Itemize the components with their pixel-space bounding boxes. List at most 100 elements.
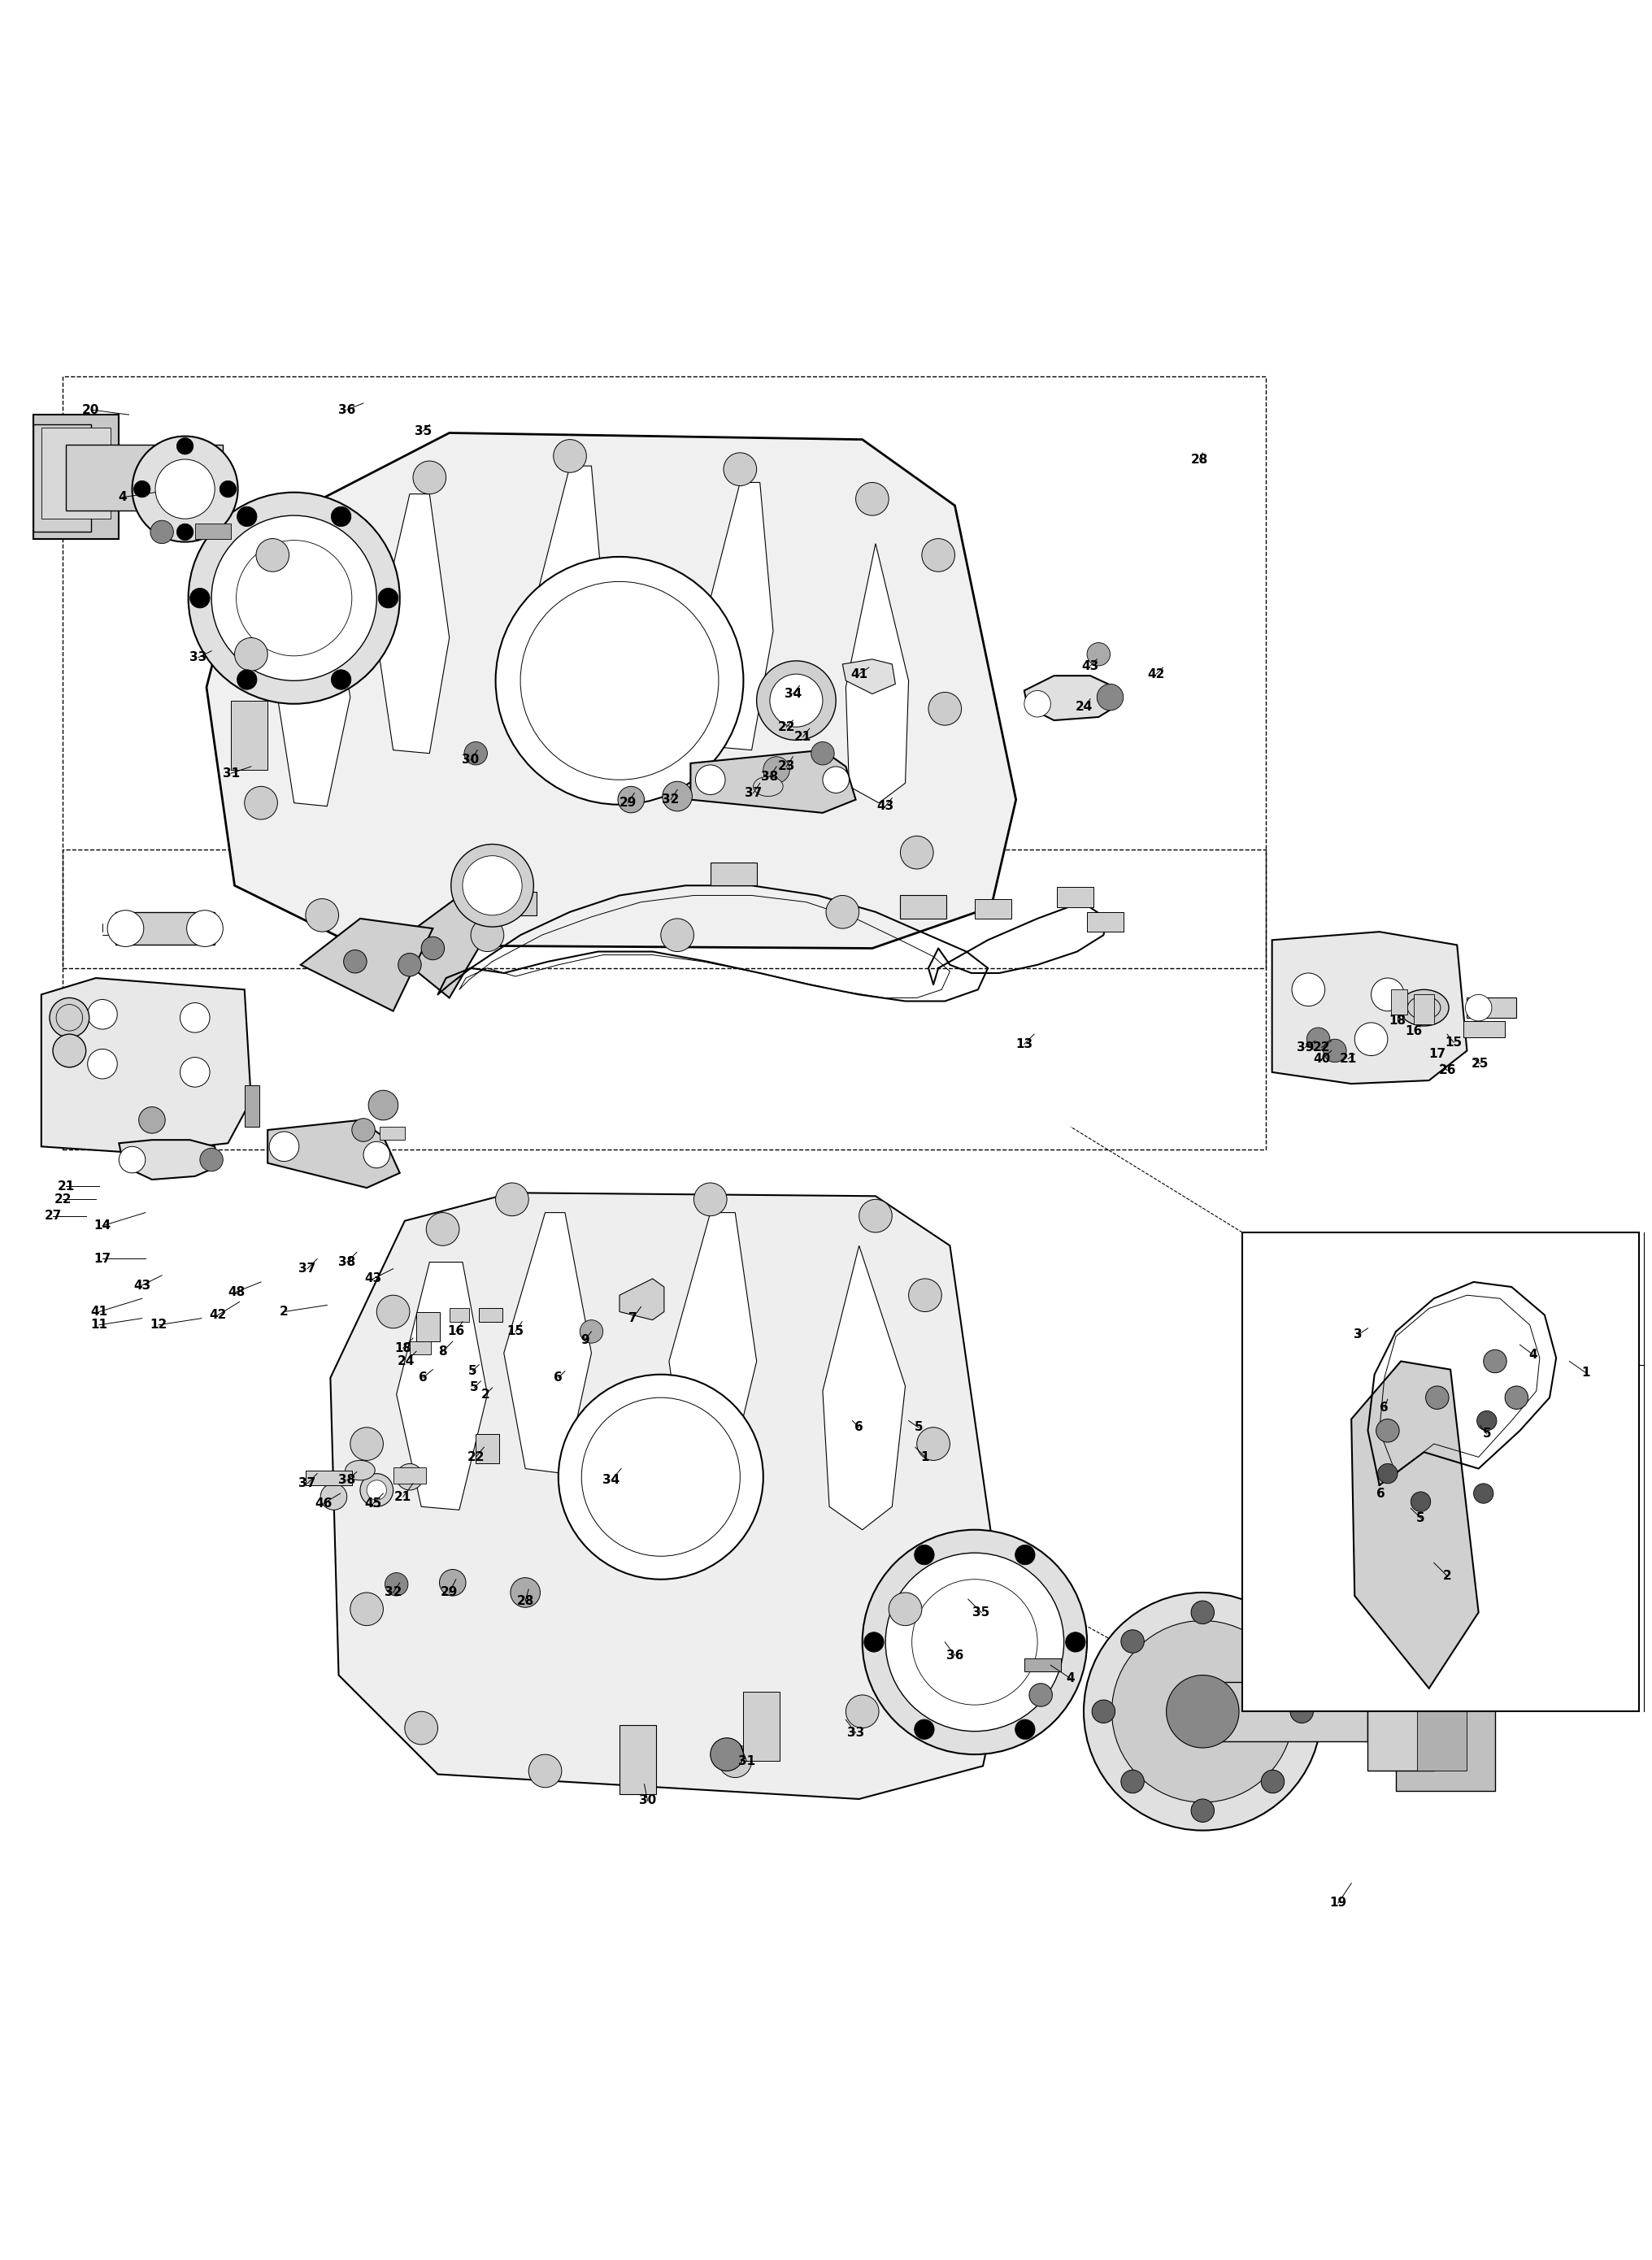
Polygon shape [1351,1361,1479,1688]
Circle shape [155,459,215,520]
Text: 6: 6 [1379,1401,1389,1412]
Bar [1203,1681,1368,1740]
Circle shape [220,481,236,497]
Bar [975,899,1011,918]
Polygon shape [1272,931,1467,1085]
Text: 19: 19 [1330,1896,1346,1910]
Text: 11: 11 [91,1320,107,1331]
Text: 43: 43 [134,1279,150,1290]
Bar [1417,1652,1467,1772]
Polygon shape [702,481,773,750]
Ellipse shape [1399,990,1449,1026]
Bar [487,893,537,915]
Text: 5: 5 [1416,1512,1426,1523]
Circle shape [330,506,350,527]
Circle shape [368,1089,398,1121]
Polygon shape [268,1121,400,1189]
Circle shape [180,1058,210,1087]
Text: 2: 2 [1442,1571,1452,1582]
Text: 45: 45 [365,1496,382,1510]
Polygon shape [278,556,350,807]
Text: 28: 28 [517,1596,534,1607]
Bar [479,1309,502,1322]
Ellipse shape [345,1460,375,1480]
Text: 32: 32 [385,1587,401,1598]
Circle shape [320,1483,347,1510]
Text: 28: 28 [1191,454,1208,466]
Circle shape [132,436,238,542]
Bar [900,895,947,918]
Text: 22: 22 [468,1451,484,1462]
Text: 3: 3 [1353,1329,1363,1340]
Bar [449,1309,469,1322]
Circle shape [177,524,193,540]
Circle shape [1290,1700,1313,1722]
Polygon shape [823,1245,905,1530]
Text: 37: 37 [299,1263,316,1275]
Polygon shape [691,750,856,814]
Circle shape [889,1593,922,1625]
Text: 38: 38 [339,1257,355,1268]
Circle shape [1122,1770,1145,1792]
Text: 1: 1 [920,1451,930,1462]
Circle shape [1166,1675,1239,1747]
Text: 15: 15 [507,1324,524,1338]
Bar [416,1311,439,1342]
Polygon shape [41,979,251,1153]
Ellipse shape [753,777,783,796]
Text: 31: 31 [738,1756,755,1767]
Circle shape [1122,1629,1145,1652]
Text: 27: 27 [45,1209,61,1223]
Circle shape [719,1745,752,1779]
Bar [244,1085,259,1128]
Text: 41: 41 [91,1306,107,1318]
Circle shape [1474,1483,1493,1503]
Circle shape [662,782,692,811]
Circle shape [529,1754,562,1788]
Polygon shape [620,1279,664,1320]
Circle shape [1014,1546,1034,1564]
Polygon shape [377,495,449,753]
Circle shape [928,692,961,725]
Text: 17: 17 [94,1252,111,1266]
Circle shape [1477,1410,1497,1431]
Bar [231,701,268,771]
Text: 6: 6 [418,1372,428,1383]
Text: 22: 22 [778,721,795,732]
Circle shape [558,1374,763,1580]
Text: 31: 31 [223,766,240,780]
Circle shape [1097,685,1123,710]
Polygon shape [1024,676,1120,721]
Text: 29: 29 [620,798,636,809]
Circle shape [352,1119,375,1141]
Circle shape [88,999,117,1028]
Bar [410,1342,431,1354]
Circle shape [724,452,757,486]
Text: 39: 39 [1297,1042,1313,1053]
Text: 48: 48 [228,1286,244,1297]
Circle shape [367,1480,387,1501]
Circle shape [471,918,504,951]
Circle shape [1260,1770,1284,1792]
Polygon shape [388,879,515,999]
Circle shape [1323,1040,1346,1062]
Text: 29: 29 [441,1587,458,1598]
Bar [1467,999,1517,1017]
Circle shape [1112,1620,1294,1801]
Circle shape [811,741,834,764]
Circle shape [915,1546,935,1564]
Text: 33: 33 [190,651,206,664]
Circle shape [398,954,421,976]
Text: 46: 46 [316,1496,332,1510]
Text: 14: 14 [94,1220,111,1232]
Circle shape [1371,979,1404,1010]
Circle shape [862,1530,1087,1754]
Circle shape [909,1279,942,1311]
Circle shape [50,999,89,1037]
Bar [476,1433,499,1464]
Circle shape [710,1738,743,1772]
Circle shape [244,786,278,820]
Circle shape [1084,1593,1322,1831]
Circle shape [378,588,398,608]
Circle shape [1024,692,1051,716]
